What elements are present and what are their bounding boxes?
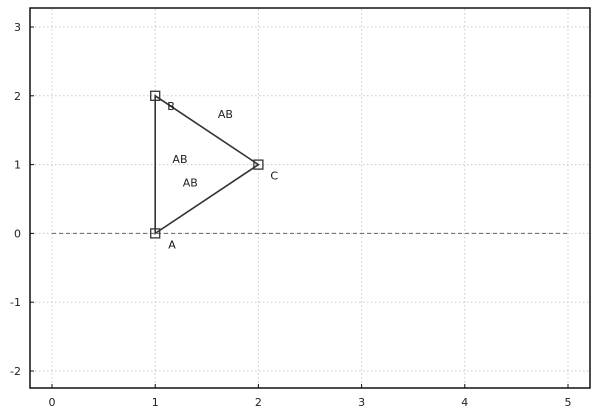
point-marker	[253, 159, 264, 170]
point-label: C	[270, 170, 278, 183]
edge-label: AB	[218, 108, 233, 121]
x-tick-label: 4	[461, 396, 468, 409]
point-marker	[150, 90, 161, 101]
y-tick-label: 0	[14, 227, 21, 240]
x-tick-label: 5	[565, 396, 572, 409]
edge-label: AB	[183, 177, 198, 190]
x-tick-label: 0	[49, 396, 56, 409]
y-tick-label: -2	[10, 365, 21, 378]
point-label: B	[167, 100, 175, 113]
point-label: A	[168, 238, 176, 251]
y-tick-label: 2	[14, 90, 21, 103]
plot-frame	[29, 7, 591, 389]
point-marker	[150, 228, 161, 239]
edge-label: AB	[172, 153, 187, 166]
y-tick-label: -1	[10, 296, 21, 309]
y-tick-label: 1	[14, 159, 21, 172]
x-tick-label: 1	[152, 396, 159, 409]
triangle-outline	[154, 94, 260, 235]
y-tick-label: 3	[14, 21, 21, 34]
x-tick-label: 2	[255, 396, 262, 409]
x-tick-label: 3	[358, 396, 365, 409]
